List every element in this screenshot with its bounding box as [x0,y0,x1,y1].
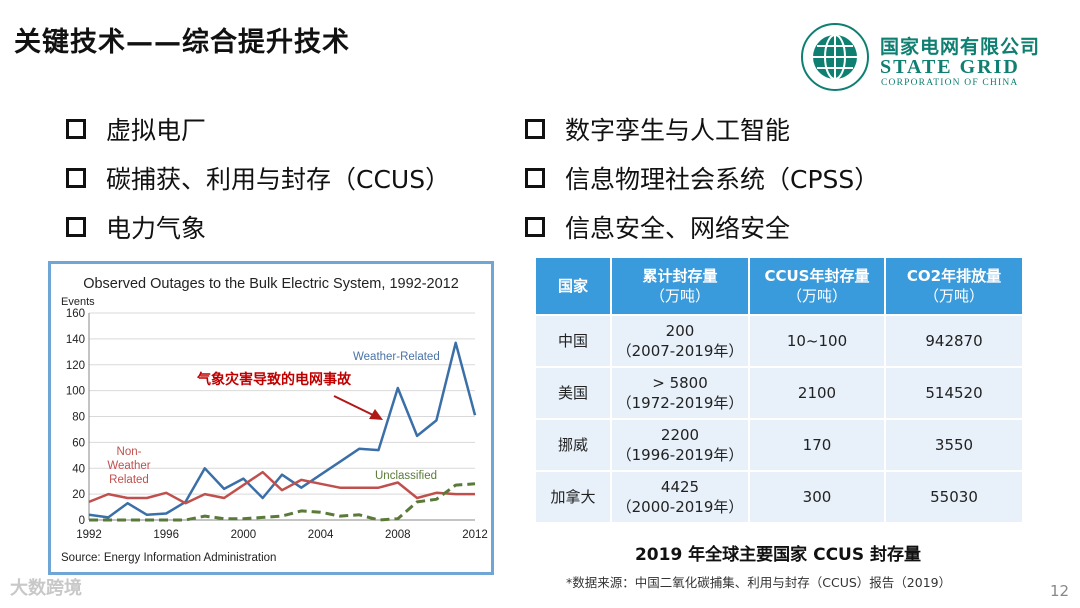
bullet-text: 虚拟电厂 [106,115,207,145]
checkbox-square-icon [525,118,545,139]
header-country: 国家 [536,258,610,314]
table-header-row: 国家 累计封存量 （万吨） CCUS年封存量 （万吨） CO2年排放量 （万吨） [536,258,1022,314]
checkbox-square-icon [525,216,545,237]
annotation-arrow-line [333,395,374,416]
checkbox-square-icon [66,118,86,139]
x-tick-label: 2008 [385,529,411,541]
y-tick-label: 140 [66,334,85,346]
state-grid-logo: 国家电网有限公司 STATE GRID CORPORATION OF CHINA [800,22,1050,92]
header-emission: CO2年排放量 （万吨） [886,258,1022,314]
series-label-non-weather: Non- [117,446,142,458]
x-tick-label: 2012 [462,529,488,541]
cell-emission: 55030 [886,472,1022,522]
y-tick-label: 60 [72,437,85,449]
header-annual: CCUS年封存量 （万吨） [750,258,884,314]
state-grid-globe-icon [801,23,869,91]
chart-title: Observed Outages to the Bulk Electric Sy… [83,276,459,292]
bullet-text: 碳捕获、利用与封存（CCUS） [106,164,451,194]
cell-cumulative: > 5800 （1972-2019年） [612,368,748,418]
cell-country: 美国 [536,368,610,418]
checkbox-square-icon [525,167,545,188]
bullet-text: 电力气象 [106,213,207,243]
cell-annual: 300 [750,472,884,522]
chart-source: Source: Energy Information Administratio… [61,552,276,564]
table-row: 挪威 2200 （1996-2019年） 170 3550 [536,420,1022,470]
bullet-list-right: 数字孪生与人工智能 信息物理社会系统（CPSS） 信息安全、网络安全 [525,104,879,251]
bullet-text: 数字孪生与人工智能 [565,115,791,145]
cell-annual: 2100 [750,368,884,418]
logo-english-subtitle: CORPORATION OF CHINA [881,78,1019,88]
bullet-item: 信息物理社会系统（CPSS） [525,153,879,202]
table-row: 美国 > 5800 （1972-2019年） 2100 514520 [536,368,1022,418]
y-tick-label: 160 [66,308,85,320]
bullet-text: 信息物理社会系统（CPSS） [565,164,880,194]
bullet-item: 电力气象 [66,202,450,251]
y-tick-label: 40 [72,463,85,475]
checkbox-square-icon [66,216,86,237]
cell-country: 加拿大 [536,472,610,522]
slide-title: 关键技术——综合提升技术 [14,27,350,58]
cell-country: 挪威 [536,420,610,470]
series-line-2 [89,482,476,522]
y-axis-label: Events [61,296,95,308]
header-cumulative: 累计封存量 （万吨） [612,258,748,314]
chart-annotation: 气象灾害导致的电网事故 [196,371,352,388]
watermark: 大数跨境 [10,578,82,599]
y-tick-label: 100 [66,386,85,398]
annotation-arrow-head [369,409,383,420]
bullet-list-left: 虚拟电厂 碳捕获、利用与封存（CCUS） 电力气象 [66,104,450,251]
x-tick-label: 1992 [76,529,102,541]
cell-cumulative: 2200 （1996-2019年） [612,420,748,470]
page-number: 12 [1050,582,1070,600]
ccus-table: 国家 累计封存量 （万吨） CCUS年封存量 （万吨） CO2年排放量 （万吨） 中国… [534,256,1024,524]
bullet-item: 信息安全、网络安全 [525,202,879,251]
cell-emission: 942870 [886,316,1022,366]
logo-english-name: STATE GRID [880,56,1020,78]
x-tick-label: 2004 [308,529,334,541]
bullet-text: 信息安全、网络安全 [565,213,791,243]
y-tick-label: 80 [72,412,85,424]
x-tick-label: 2000 [231,529,257,541]
series-label-unclassified: Unclassified [375,470,437,482]
table-caption: 2019 年全球主要国家 CCUS 封存量 [634,545,922,565]
cell-country: 中国 [536,316,610,366]
cell-cumulative: 200 （2007-2019年） [612,316,748,366]
bullet-item: 碳捕获、利用与封存（CCUS） [66,153,450,202]
series-label-weather: Weather-Related [353,351,440,363]
bullet-item: 虚拟电厂 [66,104,450,153]
x-tick-label: 1996 [153,529,179,541]
table-row: 加拿大 4425 （2000-2019年） 300 55030 [536,472,1022,522]
logo-chinese-name: 国家电网有限公司 [880,36,1041,58]
outage-line-chart: Observed Outages to the Bulk Electric Sy… [61,276,488,564]
series-line-1 [88,470,475,505]
bullet-item: 数字孪生与人工智能 [525,104,879,153]
table-source-note: *数据来源：中国二氧化碳捕集、利用与封存（CCUS）报告（2019） [566,575,952,590]
cell-emission: 3550 [886,420,1022,470]
series-label-non-weather: Related [109,474,149,486]
y-tick-label: 120 [66,360,85,372]
series-line-0 [88,341,477,519]
table-row: 中国 200 （2007-2019年） 10~100 942870 [536,316,1022,366]
y-tick-label: 0 [79,515,85,527]
y-tick-label: 20 [72,489,85,501]
series-label-non-weather: Weather [107,460,150,472]
cell-annual: 170 [750,420,884,470]
cell-cumulative: 4425 （2000-2019年） [612,472,748,522]
outage-chart-frame: Observed Outages to the Bulk Electric Sy… [48,261,494,575]
checkbox-square-icon [66,167,86,188]
cell-annual: 10~100 [750,316,884,366]
cell-emission: 514520 [886,368,1022,418]
